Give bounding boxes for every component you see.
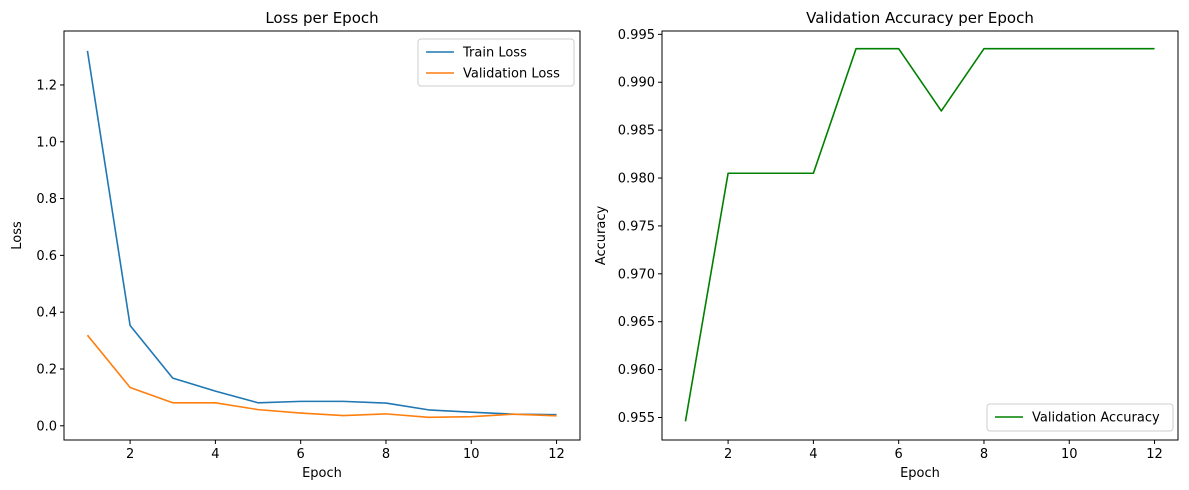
legend-label: Validation Accuracy [1032,411,1160,426]
legend-box [417,38,575,87]
x-tick-label: 12 [548,447,565,462]
accuracy-chart-axes-frame [661,30,1179,441]
x-tick-label: 4 [809,447,817,462]
accuracy-chart-legend: Validation Accuracy [986,403,1174,432]
y-tick-label: 0.2 [36,362,57,377]
y-tick-label: 0.985 [618,124,655,139]
x-tick-label: 8 [980,447,988,462]
legend-label: Train Loss [462,46,527,61]
x-tick-label: 6 [895,447,903,462]
y-tick-label: 1.0 [36,135,57,150]
accuracy-chart-title: Validation Accuracy per Epoch [806,9,1034,27]
series-line-validation-accuracy [684,47,1155,422]
y-tick-label: 0.0 [36,419,57,434]
x-tick-label: 4 [211,447,219,462]
y-tick-label: 1.2 [36,78,57,93]
loss-chart-legend: Train Loss Validation Loss [417,38,575,87]
x-tick-label: 8 [382,447,390,462]
loss-chart: Loss per Epoch Epoch Loss 2 4 6 8 10 12 0.0 0.2… [10,9,581,481]
accuracy-chart: Validation Accuracy per Epoch Epoch Accu… [594,9,1179,481]
y-tick-label: 0.990 [618,76,655,91]
loss-chart-title: Loss per Epoch [265,9,378,27]
loss-chart-series [86,50,557,419]
y-tick-label: 0.955 [618,411,655,426]
x-tick-label: 10 [463,447,480,462]
x-tick-label: 12 [1146,447,1163,462]
loss-chart-ylabel: Loss [10,221,25,250]
y-tick-label: 0.4 [36,306,57,321]
series-line-validation-loss [86,334,557,419]
accuracy-chart-xlabel: Epoch [900,466,940,481]
y-tick-label: 0.975 [618,219,655,234]
loss-chart-axes-frame [63,30,581,441]
x-tick-label: 6 [297,447,305,462]
x-tick-label: 2 [126,447,134,462]
loss-chart-ticks: 2 4 6 8 10 12 0.0 0.2 0.4 0.6 0.8 1.0 1.2 [36,78,565,462]
y-tick-label: 0.965 [618,315,655,330]
y-tick-label: 0.8 [36,192,57,207]
loss-chart-xlabel: Epoch [302,466,342,481]
legend-box [986,403,1174,432]
y-tick-label: 0.995 [618,28,655,43]
accuracy-chart-ylabel: Accuracy [594,206,609,266]
y-tick-label: 0.6 [36,249,57,264]
y-tick-label: 0.980 [618,172,655,187]
accuracy-chart-ticks: 2 4 6 8 10 12 0.955 0.960 0.965 0.970 0.975 0.980 0.… [618,28,1163,462]
x-tick-label: 10 [1061,447,1078,462]
x-tick-label: 2 [724,447,732,462]
y-tick-label: 0.960 [618,363,655,378]
y-tick-label: 0.970 [618,267,655,282]
legend-label: Validation Loss [463,67,560,82]
accuracy-chart-series [684,47,1155,422]
series-line-train-loss [86,50,557,416]
